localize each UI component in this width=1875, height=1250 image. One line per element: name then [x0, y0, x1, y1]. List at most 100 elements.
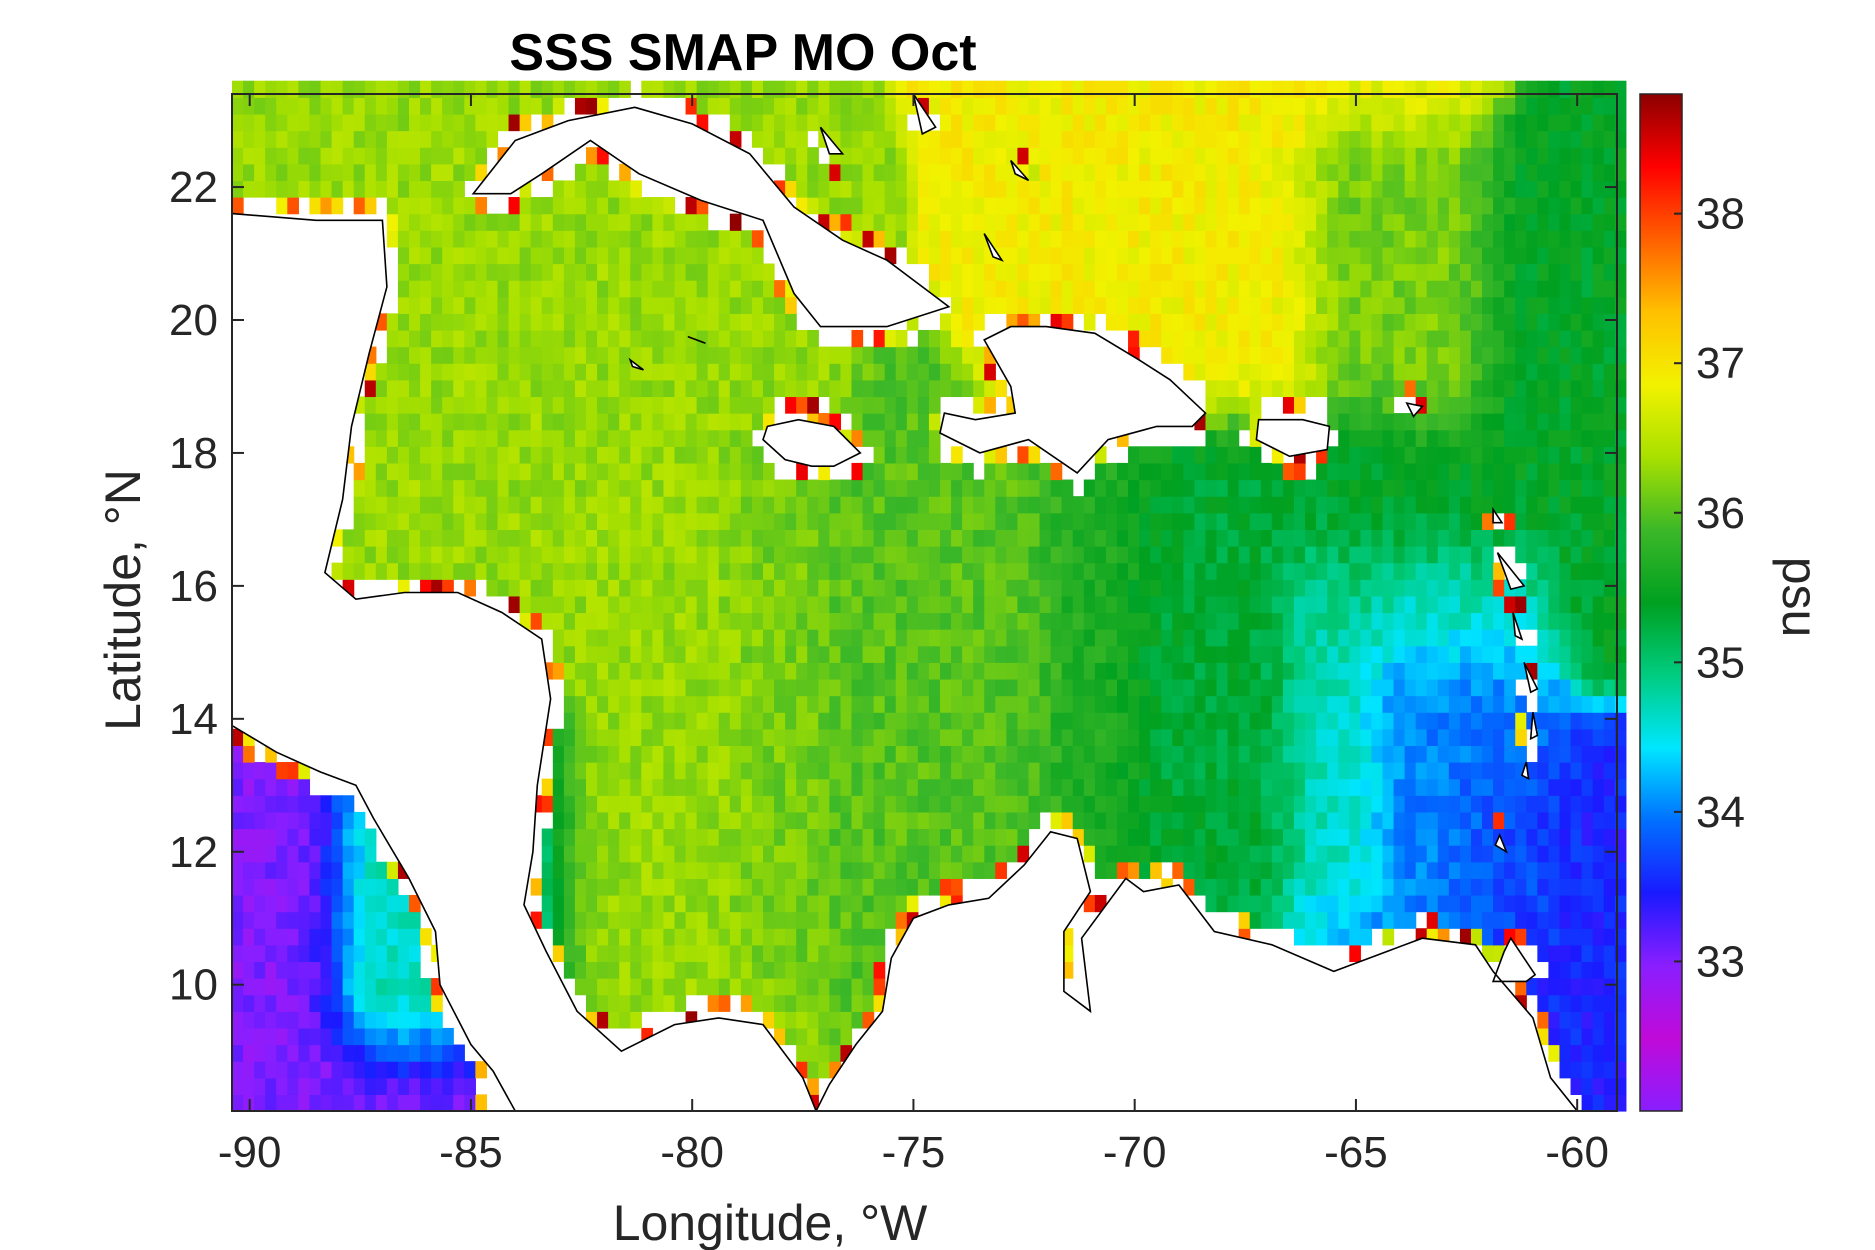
salinity-cell — [1050, 811, 1063, 830]
salinity-cell — [1183, 529, 1196, 547]
salinity-cell — [652, 413, 665, 431]
salinity-cell — [541, 230, 554, 248]
salinity-cell — [1448, 695, 1461, 713]
salinity-cell — [1028, 595, 1041, 614]
salinity-cell — [453, 213, 465, 231]
salinity-cell — [508, 313, 521, 331]
salinity-cell — [1227, 296, 1240, 314]
salinity-cell — [707, 396, 720, 414]
salinity-cell — [718, 745, 731, 763]
salinity-cell — [1404, 246, 1417, 265]
salinity-cell — [265, 961, 277, 979]
salinity-cell — [829, 645, 842, 663]
salinity-cell — [939, 695, 952, 713]
salinity-cell — [1338, 562, 1350, 580]
salinity-cell — [1128, 629, 1140, 647]
salinity-cell — [862, 396, 875, 414]
salinity-cell — [1271, 695, 1284, 713]
salinity-cell — [785, 894, 797, 913]
salinity-cell — [962, 213, 974, 231]
salinity-cell — [1603, 446, 1616, 464]
salinity-cell — [1504, 861, 1516, 879]
salinity-cell — [674, 978, 687, 996]
salinity-cell — [1559, 894, 1572, 913]
salinity-cell — [232, 928, 244, 946]
salinity-cell — [751, 413, 764, 431]
salinity-cell — [1459, 479, 1472, 497]
salinity-cell — [718, 762, 731, 780]
salinity-cell — [807, 562, 819, 580]
salinity-cell — [718, 845, 731, 863]
salinity-cell — [718, 712, 731, 730]
salinity-cell — [1316, 911, 1328, 929]
salinity-cell — [951, 678, 963, 697]
salinity-cell — [1116, 678, 1129, 697]
salinity-cell — [1282, 396, 1295, 414]
salinity-cell — [718, 329, 731, 348]
salinity-cell — [652, 762, 665, 780]
salinity-cell — [1094, 728, 1107, 747]
salinity-cell — [1382, 612, 1395, 630]
salinity-cell — [1271, 878, 1284, 896]
salinity-cell — [641, 562, 653, 580]
salinity-cell — [1437, 762, 1450, 780]
salinity-cell — [951, 363, 963, 381]
salinity-cell — [1083, 678, 1096, 697]
salinity-cell — [552, 928, 565, 946]
salinity-cell — [1493, 280, 1505, 298]
salinity-cell — [442, 230, 454, 248]
salinity-cell — [1161, 612, 1173, 630]
salinity-cell — [1360, 546, 1373, 564]
salinity-cell — [663, 745, 676, 763]
salinity-cell — [1360, 296, 1373, 314]
salinity-cell — [785, 629, 797, 647]
salinity-cell — [597, 529, 609, 547]
salinity-cell — [873, 512, 886, 530]
salinity-cell — [1216, 329, 1229, 348]
salinity-cell — [585, 595, 598, 614]
salinity-cell — [420, 562, 432, 580]
salinity-cell — [1293, 263, 1306, 281]
salinity-cell — [829, 811, 842, 830]
salinity-cell — [1094, 197, 1107, 215]
salinity-cell — [309, 845, 322, 863]
salinity-cell — [718, 230, 731, 248]
salinity-cell — [1504, 496, 1516, 514]
salinity-cell — [873, 778, 886, 796]
salinity-cell — [1470, 861, 1483, 879]
salinity-cell — [309, 961, 322, 979]
salinity-cell — [973, 529, 985, 547]
salinity-cell — [1183, 363, 1196, 381]
salinity-cell — [1017, 728, 1030, 747]
salinity-cell — [1537, 861, 1550, 879]
salinity-cell — [774, 595, 786, 614]
salinity-cell — [873, 413, 886, 431]
salinity-cell — [431, 1061, 443, 1079]
salinity-cell — [1360, 429, 1373, 447]
salinity-cell — [243, 1027, 255, 1046]
salinity-cell — [917, 346, 930, 364]
salinity-cell — [409, 396, 421, 414]
salinity-cell — [1437, 645, 1450, 663]
salinity-cell — [585, 413, 598, 431]
salinity-cell — [541, 546, 554, 564]
salinity-cell — [696, 762, 709, 780]
salinity-cell — [1260, 180, 1273, 198]
salinity-cell — [364, 928, 377, 946]
salinity-cell — [320, 811, 333, 830]
salinity-cell — [420, 246, 432, 265]
salinity-cell — [486, 413, 499, 431]
salinity-cell — [1227, 197, 1240, 215]
salinity-cell — [1393, 762, 1406, 780]
salinity-cell — [364, 496, 377, 514]
salinity-cell — [851, 845, 864, 863]
salinity-cell — [287, 878, 299, 896]
salinity-cell — [796, 496, 808, 514]
salinity-cell — [1249, 745, 1262, 763]
salinity-cell — [254, 878, 266, 896]
salinity-cell — [641, 379, 653, 398]
salinity-cell — [984, 795, 996, 813]
salinity-cell — [574, 379, 587, 398]
salinity-cell — [1094, 180, 1107, 198]
salinity-cell — [1017, 180, 1030, 198]
